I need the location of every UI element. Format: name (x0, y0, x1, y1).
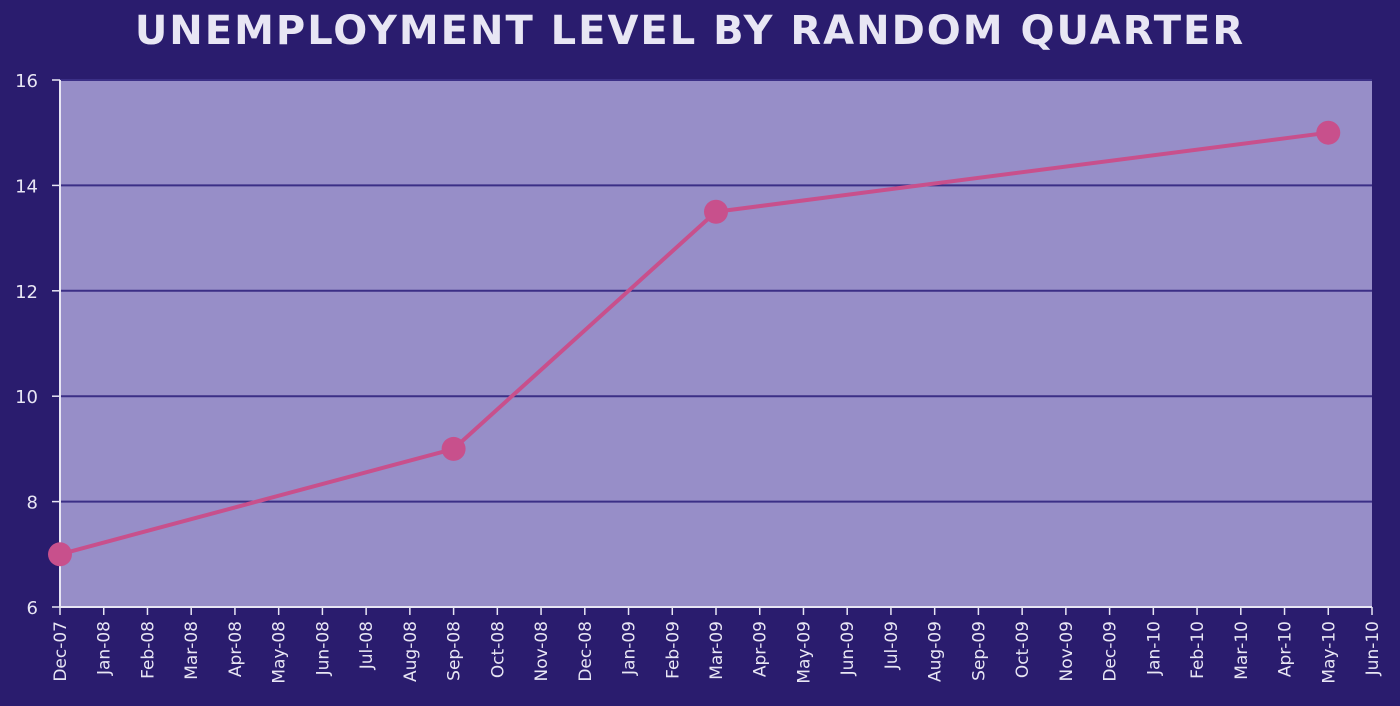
x-tick-label: Jul-08 (357, 621, 377, 670)
x-tick-label: Dec-07 (51, 621, 71, 682)
x-tick-label: Nov-08 (532, 621, 552, 682)
x-tick-label: Dec-08 (576, 621, 596, 682)
x-tick-label: May-10 (1319, 621, 1339, 684)
y-tick-label: 14 (15, 176, 38, 197)
y-tick-label: 12 (15, 282, 38, 303)
x-tick-label: Jan-09 (620, 621, 640, 676)
x-tick-label: Sep-09 (969, 621, 989, 681)
x-tick-label: Oct-09 (1013, 621, 1033, 678)
x-tick-label: Jun-09 (838, 621, 858, 676)
x-tick-label: May-08 (270, 621, 290, 684)
x-tick-label: Feb-09 (663, 621, 683, 679)
x-tick-label: Dec-09 (1101, 621, 1121, 682)
x-tick-label: May-09 (794, 621, 814, 684)
x-tick-label: Jun-08 (313, 621, 333, 676)
x-tick-label: Aug-09 (926, 621, 946, 682)
data-point (48, 542, 72, 567)
series-line (59, 130, 1329, 557)
x-tick-label: Aug-08 (401, 621, 421, 682)
x-tick-label: Oct-08 (488, 621, 508, 678)
x-tick-label: Jul-09 (882, 621, 902, 670)
x-tick-label: Apr-10 (1276, 621, 1296, 677)
x-tick-label: Sep-08 (445, 621, 465, 681)
x-tick-label: Feb-10 (1188, 621, 1208, 679)
chart-title: UNEMPLOYMENT LEVEL BY RANDOM QUARTER (134, 8, 1246, 54)
y-tick-label: 6 (27, 598, 38, 619)
x-tick-label: Mar-08 (182, 621, 202, 680)
data-point (704, 199, 728, 224)
data-point (1316, 120, 1341, 145)
x-tick-label: Nov-09 (1057, 621, 1077, 682)
x-tick-label: Apr-08 (226, 621, 246, 677)
x-tick-label: Jan-10 (1144, 621, 1164, 676)
x-tick-label: Mar-10 (1232, 621, 1252, 680)
x-tick-label: Jan-08 (95, 621, 115, 676)
y-tick-label: 8 (27, 493, 38, 514)
plot-area (60, 80, 1372, 607)
x-tick-label: Mar-09 (707, 621, 727, 680)
y-tick-label: 16 (15, 71, 38, 92)
y-tick-label: 10 (15, 387, 38, 408)
x-tick-label: Apr-09 (751, 621, 771, 677)
x-tick-label: Feb-08 (138, 621, 158, 679)
x-tick-label: Jun-10 (1363, 621, 1383, 676)
data-point (441, 436, 466, 461)
